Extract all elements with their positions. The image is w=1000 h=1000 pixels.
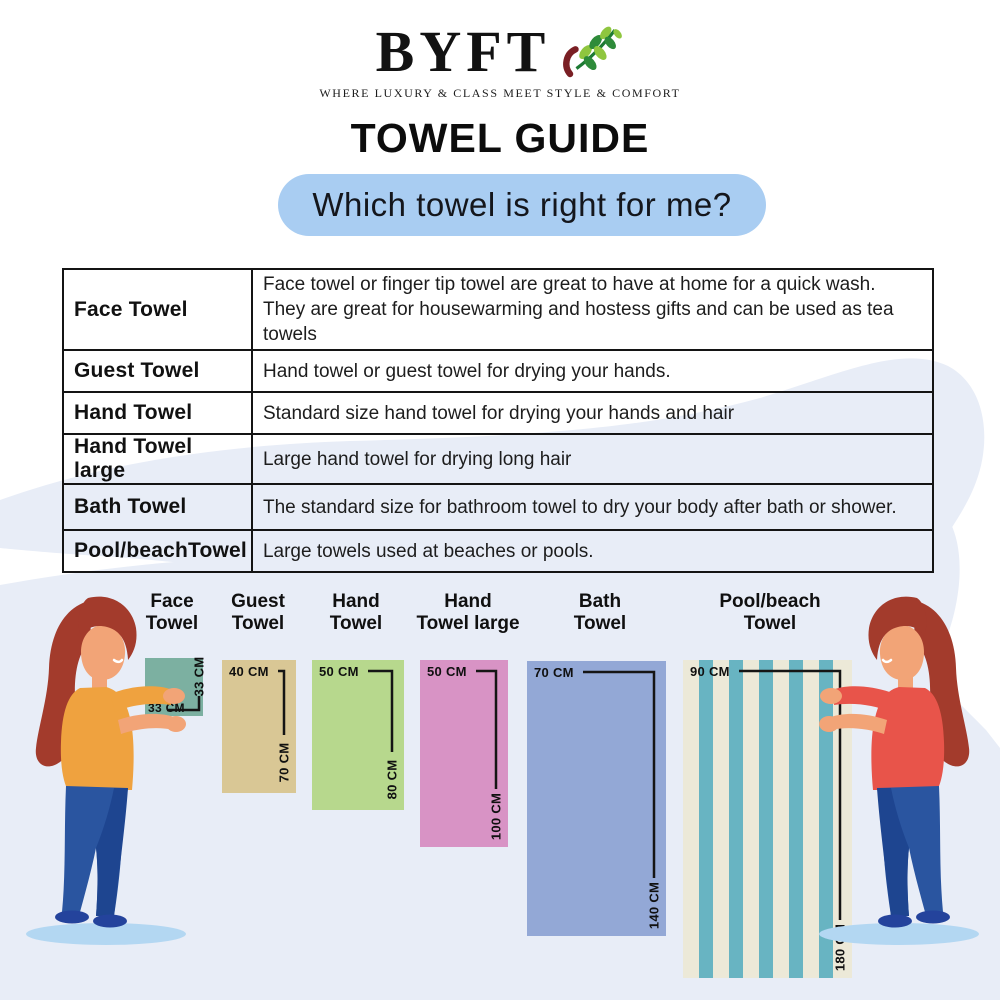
towel-column-name-line: Towel (145, 613, 199, 634)
height-measurement-label: 33 CM (191, 656, 207, 697)
measurement-bracket (278, 669, 286, 735)
towel-column-name-line: Towel (573, 613, 627, 634)
towel-type-label: Pool/beachTowel (62, 529, 253, 573)
towel-column-name: Pool/beach Towel (690, 591, 850, 635)
towel-swatch: 50 CM 80 CM (312, 660, 404, 810)
table-row: Hand Towel large Large hand towel for dry… (62, 433, 935, 485)
towel-column-name-line: Guest (231, 591, 285, 612)
towel-type-label: Hand Towel (62, 391, 253, 435)
towel-type-description: Large hand towel for drying long hair (250, 433, 935, 485)
measurement-bracket (739, 669, 842, 920)
towel-type-label: Guest Towel (62, 349, 253, 393)
table-row: Pool/beachTowel Large towels used at beac… (62, 529, 935, 573)
width-measurement-label: 50 CM (319, 664, 359, 679)
brand-name: BYFT (375, 19, 551, 84)
width-measurement-label: 40 CM (229, 664, 269, 679)
table-row: Hand Towel Standard size hand towel for d… (62, 391, 935, 435)
towel-column-name-line: Bath (578, 591, 622, 612)
woman-illustration-right (819, 596, 979, 945)
width-measurement-label: 70 CM (534, 665, 574, 680)
table-row: Face Towel Face towel or finger tip towel… (62, 268, 935, 351)
towel-column-name-line: Towel (231, 613, 285, 634)
towel-type-label: Bath Towel (62, 483, 253, 531)
towel-swatch: 50 CM 100 CM (420, 660, 508, 847)
towel-stripe (729, 660, 743, 978)
table-row: Bath Towel The standard size for bathroom… (62, 483, 935, 531)
header: BYFT WHERE LUXURY & CLASS MEET STYLE & C… (0, 0, 1000, 162)
towel-column-name: Bath Towel (520, 591, 680, 635)
question-text: Which towel is right for me? (312, 186, 732, 223)
width-measurement-label: 90 CM (690, 664, 730, 679)
leaf-sprig-icon (563, 26, 623, 78)
towel-type-label: Face Towel (62, 268, 253, 351)
woman-illustration-left (26, 596, 186, 945)
towel-column-name-line: Pool/beach (719, 591, 821, 612)
towel-type-description: Hand towel or guest towel for drying you… (250, 349, 935, 393)
towel-column-name: Guest Towel (178, 591, 338, 635)
towel-column-name-line: Face (150, 591, 194, 612)
towel-column-name: Face Towel (92, 591, 252, 635)
height-measurement-label: 100 CM (488, 792, 504, 841)
width-measurement-label: 50 CM (427, 664, 467, 679)
width-measurement-label: 33 CM (148, 701, 185, 715)
towel-type-description: The standard size for bathroom towel to … (250, 483, 935, 531)
towel-column-name: Hand Towel (276, 591, 436, 635)
towel-column-name-line: Hand (444, 591, 492, 612)
question-banner: Which towel is right for me? (278, 174, 766, 236)
towel-column-name-line: Towel (329, 613, 383, 634)
towel-swatch: 40 CM 70 CM (222, 660, 296, 793)
measurement-bracket (167, 696, 201, 712)
measurement-bracket (368, 669, 394, 752)
towel-description-table: Face Towel Face towel or finger tip towel… (62, 268, 935, 573)
measurement-bracket (476, 669, 498, 789)
brand-logo: BYFT (0, 19, 1000, 84)
height-measurement-label: 70 CM (276, 742, 292, 783)
brand-tagline: WHERE LUXURY & CLASS MEET STYLE & COMFOR… (319, 86, 681, 100)
towel-column-name-line: Hand (332, 591, 380, 612)
towel-stripe (789, 660, 803, 978)
towel-stripe (699, 660, 713, 978)
towel-column-name-line: Towel (743, 613, 797, 634)
table-row: Guest Towel Hand towel or guest towel for… (62, 349, 935, 393)
towel-type-description: Face towel or finger tip towel are great… (250, 268, 935, 351)
height-measurement-label: 80 CM (384, 759, 400, 800)
towel-column-name-line: Towel large (416, 613, 520, 634)
towel-type-label: Hand Towel large (62, 433, 253, 485)
towel-swatch: 90 CM 180 CM (683, 660, 852, 978)
height-measurement-label: 140 CM (646, 881, 662, 930)
towel-stripe (759, 660, 773, 978)
towel-type-description: Large towels used at beaches or pools. (250, 529, 935, 573)
towel-swatch: 70 CM 140 CM (527, 661, 666, 936)
towel-type-description: Standard size hand towel for drying your… (250, 391, 935, 435)
page-title: TOWEL GUIDE (350, 115, 650, 161)
towel-column-name: Hand Towel large (388, 591, 548, 635)
measurement-bracket (583, 670, 656, 878)
towel-stripe (819, 660, 833, 978)
